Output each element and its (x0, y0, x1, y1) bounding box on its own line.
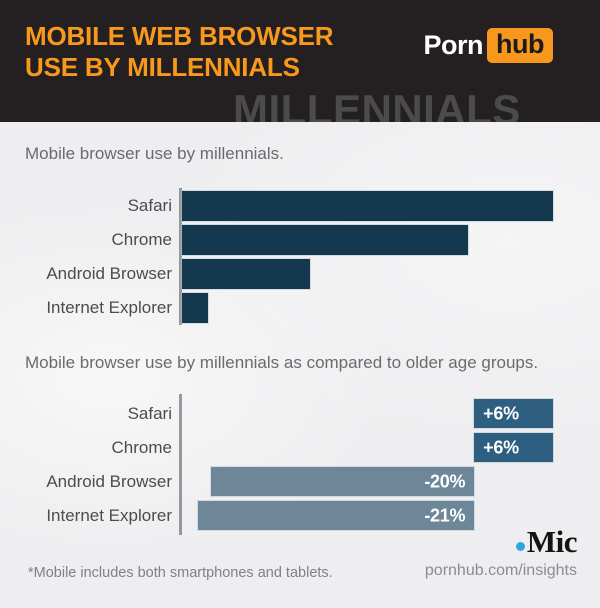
chart2-caption: Mobile browser use by millennials as com… (25, 353, 539, 372)
chart-row: Safari +6% (0, 399, 600, 428)
chart2-axis-line (179, 394, 182, 535)
poster-title-line2: USE BY MILLENNIALS (25, 52, 300, 82)
pornhub-logo-porn: Porn (423, 30, 484, 60)
value-label: +6% (483, 403, 519, 423)
chart-compared-to-older-age-groups: Safari +6% Chrome +6% Android Browser -20% Int… (0, 394, 600, 535)
mic-logo: Mic (515, 524, 578, 560)
footnote: *Mobile includes both smartphones and ta… (28, 565, 333, 581)
category-label: Chrome (111, 230, 172, 249)
chart-row: Android Browser (0, 259, 600, 289)
category-label: Android Browser (46, 264, 172, 283)
value-label: +6% (483, 437, 519, 457)
header: MOBILE WEB BROWSER USE BY MILLENNIALS Po… (0, 0, 600, 122)
pornhub-logo-hub: hub (487, 28, 553, 63)
category-label: Chrome (111, 437, 172, 457)
poster-title: MOBILE WEB BROWSER USE BY MILLENNIALS (25, 21, 334, 83)
value-label: -21% (424, 505, 466, 525)
bar-android-browser (182, 259, 311, 289)
chart-browser-use-by-millennials: Safari Chrome Android Browser Internet Expl… (0, 188, 600, 325)
pornhub-logo: Porn hub (423, 28, 553, 63)
value-label: -20% (424, 471, 466, 491)
bar-android-browser: -20% (210, 467, 475, 496)
source-url: pornhub.com/insights (424, 562, 577, 579)
chart-row: Internet Explorer (0, 293, 600, 323)
chart-row: Android Browser -20% (0, 467, 600, 496)
bar-chrome (182, 225, 468, 255)
bar-safari (182, 191, 554, 221)
category-label: Internet Explorer (46, 298, 172, 317)
chart-row: Chrome +6% (0, 433, 600, 462)
category-label: Safari (127, 403, 172, 423)
bar-internet-explorer: -21% (197, 501, 475, 530)
chart1-axis-line (179, 188, 182, 325)
chart-row: Chrome (0, 225, 600, 255)
category-label: Safari (127, 196, 172, 215)
millennials-watermark: MILLENNIALS (233, 86, 521, 123)
category-label: Internet Explorer (46, 505, 172, 525)
chart1-caption: Mobile browser use by millennials. (25, 144, 284, 163)
chart-row: Safari (0, 191, 600, 221)
poster-title-line1: MOBILE WEB BROWSER (25, 21, 334, 51)
mic-logo-dot (515, 542, 525, 551)
bar-internet-explorer (182, 293, 208, 323)
bar-chrome: +6% (474, 433, 554, 462)
mic-logo-text: Mic (526, 524, 578, 559)
bar-safari: +6% (474, 399, 554, 428)
category-label: Android Browser (46, 471, 172, 491)
chart-row: Internet Explorer -21% (0, 501, 600, 530)
